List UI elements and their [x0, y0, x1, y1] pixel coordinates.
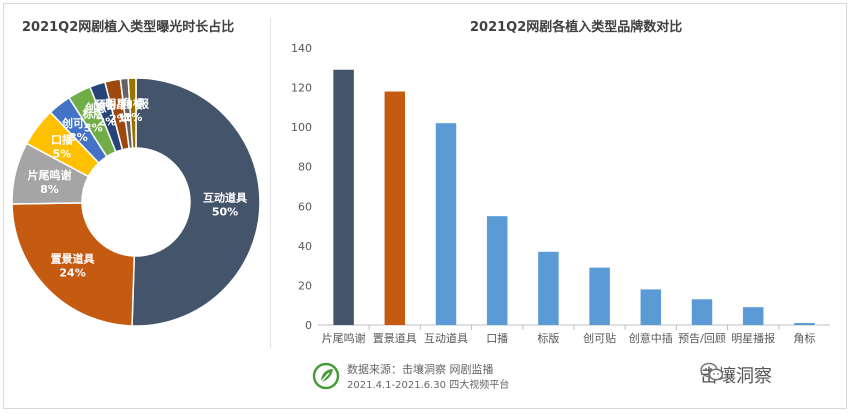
wechat-icon: [700, 362, 724, 381]
x-tick-label-2: 互动道具: [424, 331, 468, 345]
donut-pct-4: 3%: [69, 131, 88, 144]
y-tick-label-5: 100: [291, 121, 312, 134]
donut-label-3: 口播: [51, 133, 74, 147]
y-tick-label-2: 40: [298, 240, 312, 253]
x-tick-label-6: 创意中插: [629, 331, 673, 345]
data-period-text: 2021.4.1-2021.6.30 四大视频平台: [347, 380, 510, 391]
y-tick-label-4: 80: [298, 161, 312, 174]
x-tick-label-8: 明星播报: [731, 331, 775, 345]
donut-label-9: 角标: [122, 96, 144, 110]
panel-divider: [270, 18, 271, 348]
donut-label-2: 片尾鸣谢: [28, 168, 72, 182]
x-tick-label-9: 角标: [793, 331, 815, 345]
bar-6: [640, 289, 662, 325]
pie-chart-title: 2021Q2网剧植入类型曝光时长占比: [22, 20, 235, 35]
bar-1: [384, 91, 406, 326]
donut-pct-7: 2%: [109, 113, 128, 126]
bar-2: [435, 123, 457, 325]
bar-7: [691, 299, 713, 325]
donut-slice-1: [11, 202, 136, 327]
x-tick-label-3: 口播: [486, 331, 508, 345]
donut-label-1: 置景道具: [51, 251, 95, 265]
x-tick-label-0: 片尾鸣谢: [322, 331, 366, 345]
bar-4: [538, 251, 559, 325]
donut-label-0: 互动道具: [203, 190, 247, 204]
data-source-text: 数据来源：击壤洞察 网剧监播: [347, 363, 494, 376]
y-tick-label-1: 20: [298, 279, 312, 292]
chart-frame: [3, 3, 847, 409]
bar-5: [589, 267, 610, 325]
y-tick-label-3: 60: [298, 200, 312, 213]
bar-9: [794, 323, 815, 325]
donut-pct-0: 50%: [212, 205, 238, 218]
y-tick-label-6: 120: [291, 82, 312, 95]
donut-pct-3: 5%: [53, 148, 72, 161]
x-tick-label-4: 标版: [537, 331, 559, 345]
donut-pct-5: 3%: [84, 121, 103, 134]
x-tick-label-5: 创可贴: [583, 331, 616, 345]
donut-slice-9: [127, 77, 137, 149]
x-tick-label-1: 置景道具: [373, 331, 417, 345]
bar-8: [742, 307, 764, 325]
donut-pct-9: 1%: [124, 111, 143, 124]
donut-label-8: 明星播报: [105, 96, 150, 110]
bar-0: [333, 69, 354, 325]
jirang-leaf-logo-icon: [312, 362, 340, 390]
bar-chart-title: 2021Q2网剧各植入类型品牌数对比: [470, 20, 683, 35]
y-tick-label-7: 140: [291, 42, 312, 55]
donut-pct-2: 8%: [40, 183, 59, 196]
donut-slice-0: [131, 77, 261, 327]
watermark: 击壤洞察: [700, 362, 772, 388]
y-tick-label-0: 0: [305, 319, 312, 332]
bar-3: [486, 216, 508, 325]
x-tick-label-7: 预告/回顾: [678, 332, 726, 345]
donut-pct-6: 2%: [98, 116, 117, 129]
donut-pct-1: 24%: [59, 266, 85, 279]
